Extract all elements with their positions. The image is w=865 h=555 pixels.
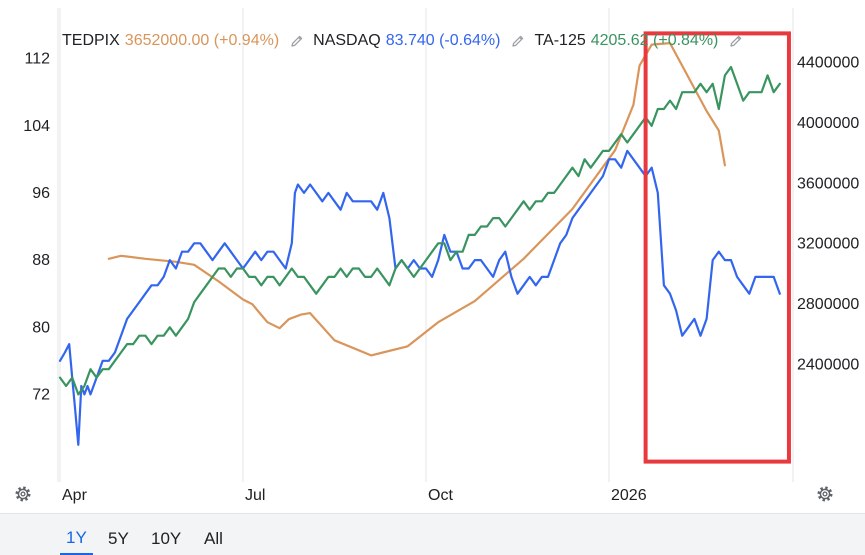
right-axis-tick-label: 3600000 bbox=[797, 175, 859, 192]
time-range-bar: 1Y 5Y 10Y All bbox=[0, 513, 865, 555]
legend-name: NASDAQ bbox=[313, 32, 381, 49]
left-axis-tick-label: 112 bbox=[24, 51, 50, 68]
right-axis-tick-label: 4000000 bbox=[797, 115, 859, 132]
legend-value: 3652000.00 (+0.94%) bbox=[124, 32, 280, 49]
range-button-all[interactable]: All bbox=[198, 523, 229, 555]
x-axis-tick-label: 2026 bbox=[611, 487, 647, 504]
right-axis-tick-label: 2800000 bbox=[797, 296, 859, 313]
legend-item-ta125[interactable]: TA-125 4205.62 (+0.84%) bbox=[534, 32, 744, 50]
left-axis-tick-label: 96 bbox=[32, 185, 50, 202]
series-line-tedpix bbox=[107, 41, 727, 357]
left-axis-tick-label: 104 bbox=[23, 118, 50, 135]
pencil-icon[interactable] bbox=[728, 33, 744, 49]
legend-item-tedpix[interactable]: TEDPIX 3652000.00 (+0.94%) bbox=[62, 32, 305, 50]
left-axis-tick-label: 80 bbox=[32, 319, 50, 336]
legend-name: TEDPIX bbox=[62, 32, 120, 49]
legend-name: TA-125 bbox=[534, 32, 586, 49]
legend-value: 4205.62 (+0.84%) bbox=[590, 32, 719, 49]
legend: TEDPIX 3652000.00 (+0.94%) NASDAQ 83.740… bbox=[62, 30, 752, 52]
x-axis-tick-label: Jul bbox=[245, 487, 265, 504]
x-axis-tick-label: Apr bbox=[62, 487, 88, 504]
series-line-nasdaq bbox=[58, 149, 781, 446]
legend-item-nasdaq[interactable]: NASDAQ 83.740 (-0.64%) bbox=[313, 32, 526, 50]
right-axis-tick-label: 4400000 bbox=[797, 55, 859, 72]
x-axis-tick-label: Oct bbox=[428, 487, 453, 504]
pencil-icon[interactable] bbox=[510, 33, 526, 49]
left-axis-tick-label: 88 bbox=[32, 252, 50, 269]
series-line-ta125 bbox=[58, 65, 781, 396]
range-button-10y[interactable]: 10Y bbox=[145, 523, 187, 555]
range-button-1y[interactable]: 1Y bbox=[60, 523, 93, 555]
right-axis-tick-label: 3200000 bbox=[797, 236, 859, 253]
right-axis-tick-label: 2400000 bbox=[797, 356, 859, 373]
range-button-5y[interactable]: 5Y bbox=[102, 523, 135, 555]
highlight-rectangle bbox=[643, 31, 791, 464]
legend-value: 83.740 (-0.64%) bbox=[385, 32, 501, 49]
left-axis-settings-gear-icon[interactable] bbox=[13, 484, 33, 504]
right-axis-settings-gear-icon[interactable] bbox=[815, 484, 835, 504]
left-axis-tick-label: 72 bbox=[32, 386, 50, 403]
pencil-icon[interactable] bbox=[289, 33, 305, 49]
